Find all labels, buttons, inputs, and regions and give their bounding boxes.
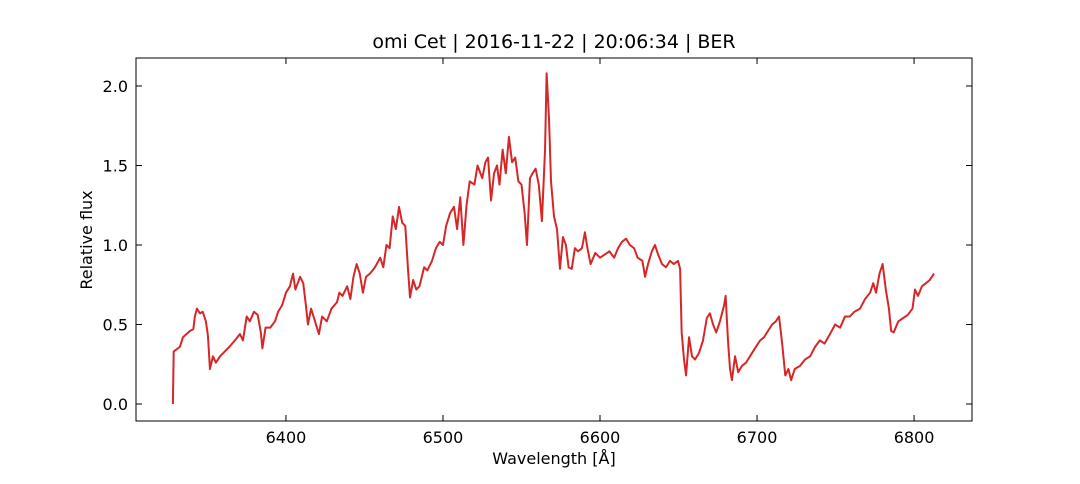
y-tick-label: 2.0 [103, 77, 128, 96]
y-axis-label: Relative flux [77, 190, 96, 289]
y-tick-label: 1.0 [103, 236, 128, 255]
y-tick-label: 0.0 [103, 395, 128, 414]
spectrum-line [171, 72, 935, 405]
chart-title: omi Cet | 2016-11-22 | 20:06:34 | BER [372, 31, 735, 53]
x-axis-label: Wavelength [Å] [492, 449, 615, 468]
x-tick-label: 6800 [894, 428, 935, 447]
y-tick-label: 0.5 [103, 315, 128, 334]
y-tick-label: 1.5 [103, 156, 128, 175]
x-tick-label: 6600 [580, 428, 621, 447]
plot-frame [135, 57, 973, 422]
x-tick-label: 6500 [423, 428, 464, 447]
x-tick-label: 6400 [266, 428, 307, 447]
x-tick-label: 6700 [737, 428, 778, 447]
